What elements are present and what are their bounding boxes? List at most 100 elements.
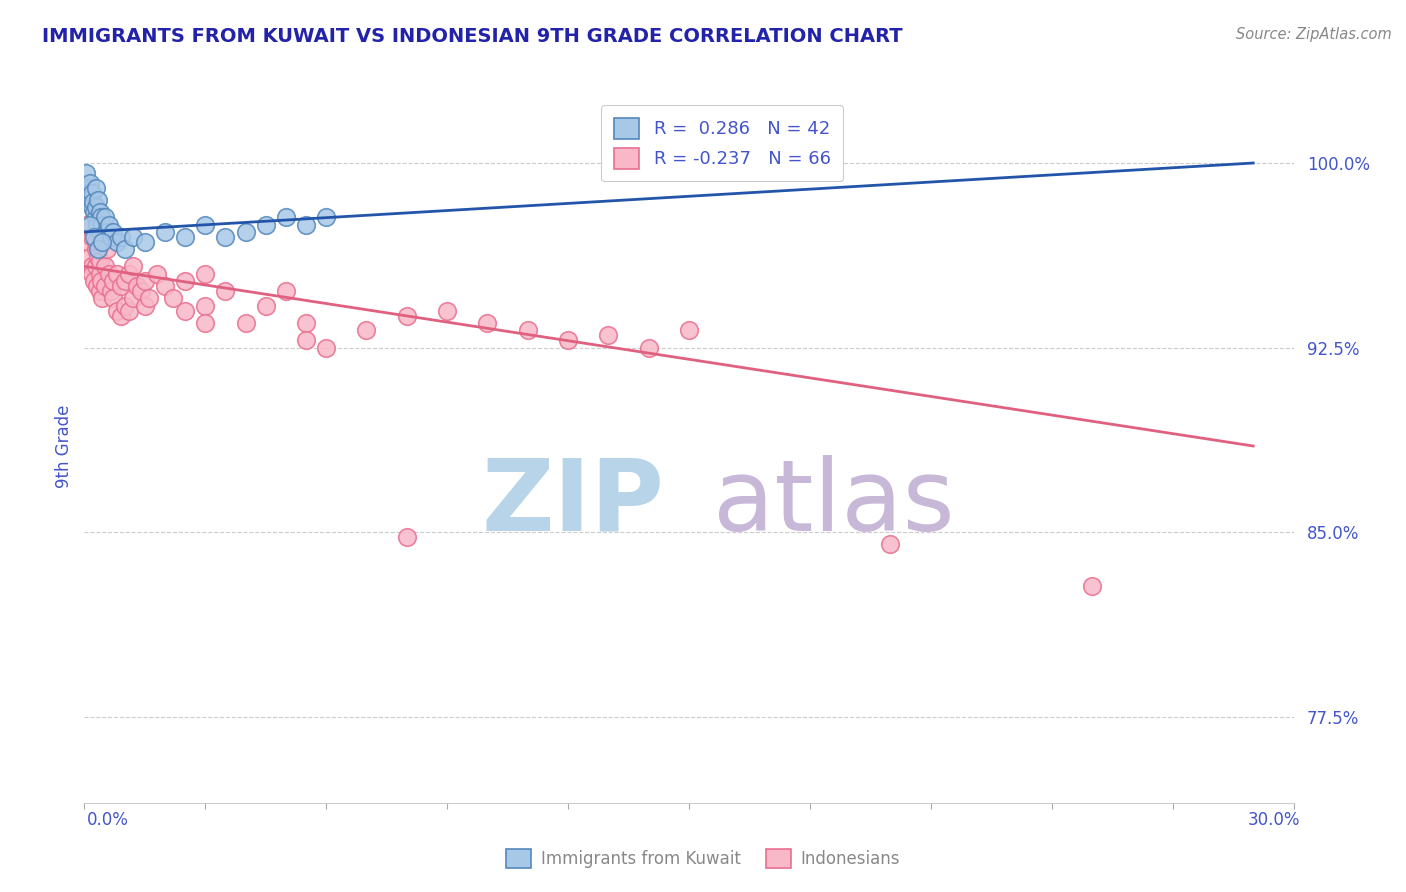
- Point: [134, 235, 156, 249]
- Point: [87, 250, 110, 264]
- Point: [97, 218, 120, 232]
- Point: [598, 328, 620, 343]
- Point: [96, 225, 118, 239]
- Point: [84, 242, 107, 256]
- Point: [105, 235, 128, 249]
- Text: IMMIGRANTS FROM KUWAIT VS INDONESIAN 9TH GRADE CORRELATION CHART: IMMIGRANTS FROM KUWAIT VS INDONESIAN 9TH…: [42, 27, 903, 45]
- Point: [89, 267, 111, 281]
- Legend: Immigrants from Kuwait, Indonesians: Immigrants from Kuwait, Indonesians: [499, 842, 907, 875]
- Point: [557, 333, 579, 347]
- Point: [100, 230, 122, 244]
- Point: [356, 323, 378, 337]
- Point: [174, 274, 197, 288]
- Point: [90, 210, 112, 224]
- Point: [82, 195, 104, 210]
- Point: [129, 284, 152, 298]
- Point: [214, 230, 236, 244]
- Point: [97, 267, 120, 281]
- Point: [83, 274, 105, 288]
- Point: [395, 530, 418, 544]
- Point: [174, 230, 197, 244]
- Point: [77, 193, 100, 207]
- Point: [315, 341, 337, 355]
- Point: [162, 291, 184, 305]
- Point: [82, 267, 104, 281]
- Point: [295, 333, 318, 347]
- Point: [121, 260, 143, 274]
- Point: [79, 250, 101, 264]
- Point: [274, 284, 297, 298]
- Point: [80, 200, 103, 214]
- Point: [125, 279, 148, 293]
- Point: [101, 225, 124, 239]
- Point: [77, 235, 100, 249]
- Point: [89, 205, 111, 219]
- Point: [194, 316, 217, 330]
- Point: [80, 260, 103, 274]
- Point: [121, 230, 143, 244]
- Point: [86, 180, 108, 194]
- Point: [79, 218, 101, 232]
- Point: [93, 260, 115, 274]
- Point: [89, 254, 111, 268]
- Point: [91, 235, 114, 249]
- Text: atlas: atlas: [713, 455, 955, 551]
- Point: [76, 180, 98, 194]
- Point: [75, 166, 97, 180]
- Point: [254, 218, 277, 232]
- Y-axis label: 9th Grade: 9th Grade: [55, 404, 73, 488]
- Point: [101, 291, 124, 305]
- Point: [194, 267, 217, 281]
- Point: [86, 235, 108, 249]
- Point: [87, 242, 110, 256]
- Point: [82, 230, 104, 244]
- Point: [77, 186, 100, 200]
- Point: [86, 218, 108, 232]
- Point: [86, 260, 108, 274]
- Point: [110, 279, 132, 293]
- Point: [105, 267, 128, 281]
- Point: [174, 303, 197, 318]
- Point: [138, 291, 160, 305]
- Point: [83, 230, 105, 244]
- Point: [118, 267, 141, 281]
- Text: ZIP: ZIP: [482, 455, 665, 551]
- Point: [114, 274, 136, 288]
- Text: Source: ZipAtlas.com: Source: ZipAtlas.com: [1236, 27, 1392, 42]
- Point: [879, 537, 901, 551]
- Point: [121, 291, 143, 305]
- Point: [818, 161, 841, 175]
- Point: [79, 176, 101, 190]
- Point: [235, 316, 257, 330]
- Point: [118, 303, 141, 318]
- Point: [295, 218, 318, 232]
- Point: [101, 274, 124, 288]
- Point: [96, 242, 118, 256]
- Point: [89, 284, 111, 298]
- Point: [86, 279, 108, 293]
- Point: [86, 200, 108, 214]
- Point: [146, 267, 169, 281]
- Point: [84, 210, 107, 224]
- Point: [153, 279, 176, 293]
- Point: [82, 186, 104, 200]
- Point: [315, 210, 337, 224]
- Point: [436, 303, 458, 318]
- Point: [91, 218, 114, 232]
- Point: [110, 309, 132, 323]
- Text: 0.0%: 0.0%: [87, 811, 129, 829]
- Legend: R =  0.286   N = 42, R = -0.237   N = 66: R = 0.286 N = 42, R = -0.237 N = 66: [602, 105, 844, 181]
- Text: 30.0%: 30.0%: [1249, 811, 1301, 829]
- Point: [93, 279, 115, 293]
- Point: [100, 284, 122, 298]
- Point: [153, 225, 176, 239]
- Point: [83, 205, 105, 219]
- Point: [194, 218, 217, 232]
- Point: [134, 299, 156, 313]
- Point: [637, 341, 659, 355]
- Point: [295, 316, 318, 330]
- Point: [134, 274, 156, 288]
- Point: [114, 242, 136, 256]
- Point: [214, 284, 236, 298]
- Point: [678, 323, 700, 337]
